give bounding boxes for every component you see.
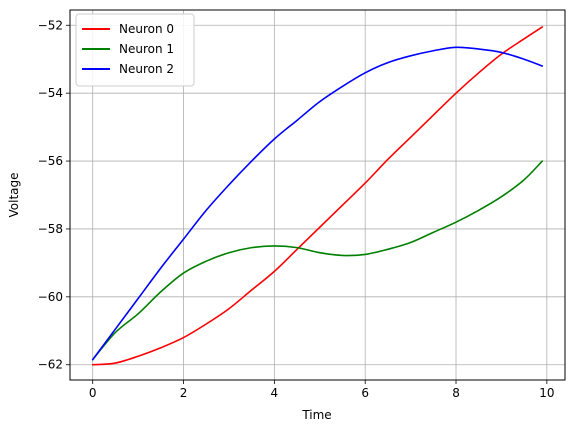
x-tick-label: 4 <box>271 386 279 400</box>
x-tick-label: 0 <box>89 386 97 400</box>
series-line-neuron-1 <box>91 160 544 361</box>
x-axis-label: Time <box>301 408 331 422</box>
series-line-neuron-0 <box>91 26 544 366</box>
x-tick-label: 6 <box>361 386 369 400</box>
series-layer <box>91 26 544 366</box>
x-tick-label: 8 <box>452 386 460 400</box>
y-tick-label: −58 <box>38 222 63 236</box>
legend-label-neuron-2: Neuron 2 <box>119 62 174 76</box>
y-tick-label: −60 <box>38 290 63 304</box>
series-line-neuron-2 <box>91 46 544 361</box>
y-tick-label: −52 <box>38 18 63 32</box>
y-tick-label: −62 <box>38 358 63 372</box>
x-tick-label: 10 <box>539 386 554 400</box>
x-tick-label: 2 <box>180 386 188 400</box>
legend: Neuron 0 Neuron 1 Neuron 2 <box>75 13 195 87</box>
tick-layer: 0 2 4 6 8 10 −62 −60 −58 −56 −54 −52 <box>38 18 555 400</box>
legend-label-neuron-1: Neuron 1 <box>119 42 174 56</box>
plot-frame <box>69 9 566 381</box>
legend-label-neuron-0: Neuron 0 <box>119 22 174 36</box>
y-tick-label: −54 <box>38 86 63 100</box>
y-tick-label: −56 <box>38 154 63 168</box>
y-axis-label: Voltage <box>7 172 21 217</box>
